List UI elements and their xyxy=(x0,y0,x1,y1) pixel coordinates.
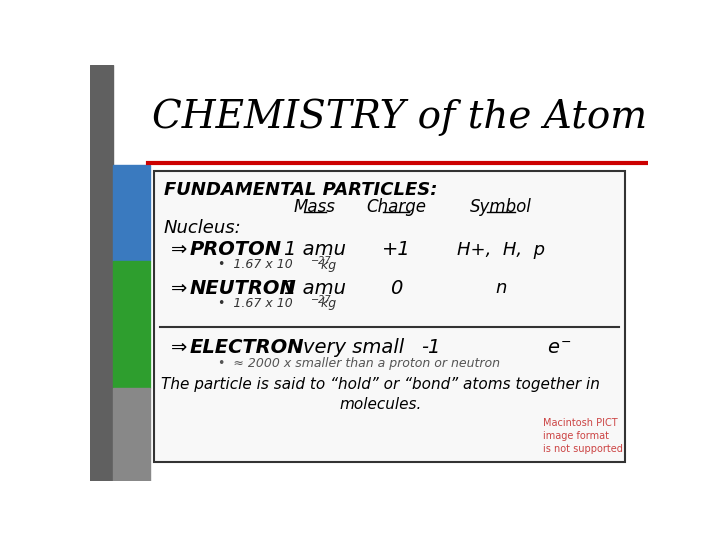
Text: 0: 0 xyxy=(390,279,402,298)
Text: PROTON: PROTON xyxy=(189,240,282,259)
Text: ⇒: ⇒ xyxy=(171,279,188,298)
Text: −27: −27 xyxy=(311,256,331,266)
Text: n: n xyxy=(495,279,506,297)
Bar xyxy=(90,65,648,165)
Text: e: e xyxy=(546,338,559,357)
Text: Symbol: Symbol xyxy=(470,198,531,216)
Bar xyxy=(90,65,113,481)
Text: •  1.67 x 10: • 1.67 x 10 xyxy=(218,259,292,272)
Text: FUNDAMENTAL PARTICLES:: FUNDAMENTAL PARTICLES: xyxy=(163,180,437,199)
Text: +1: +1 xyxy=(382,240,410,259)
Text: •  1.67 x 10: • 1.67 x 10 xyxy=(218,297,292,310)
Bar xyxy=(113,165,150,261)
Text: 1 amu: 1 amu xyxy=(284,240,346,259)
Text: H+,  H,  p: H+, H, p xyxy=(456,241,545,259)
Text: −: − xyxy=(560,336,571,349)
Text: ELECTRON: ELECTRON xyxy=(189,338,304,357)
Bar xyxy=(148,65,648,481)
Text: very small: very small xyxy=(303,338,404,357)
Text: CHEMISTRY of the Atom: CHEMISTRY of the Atom xyxy=(153,98,647,136)
Text: 1 amu: 1 amu xyxy=(284,279,346,298)
Text: kg: kg xyxy=(317,297,336,310)
FancyBboxPatch shape xyxy=(153,171,625,462)
Text: NEUTRON: NEUTRON xyxy=(189,279,296,298)
Text: Nucleus:: Nucleus: xyxy=(163,219,241,237)
Text: ⇒: ⇒ xyxy=(171,338,188,357)
Text: Mass: Mass xyxy=(294,198,336,216)
Text: •  ≈ 2000 x smaller than a proton or neutron: • ≈ 2000 x smaller than a proton or neut… xyxy=(218,357,500,370)
Text: kg: kg xyxy=(317,259,336,272)
Bar xyxy=(113,261,150,388)
Text: Charge: Charge xyxy=(366,198,426,216)
Text: The particle is said to “hold” or “bond” atoms together in
molecules.: The particle is said to “hold” or “bond”… xyxy=(161,377,600,412)
Text: -1: -1 xyxy=(421,338,441,357)
Text: ⇒: ⇒ xyxy=(171,240,188,259)
Bar xyxy=(113,388,150,481)
Text: −27: −27 xyxy=(311,295,331,305)
Text: Macintosh PICT
image format
is not supported: Macintosh PICT image format is not suppo… xyxy=(544,418,624,454)
